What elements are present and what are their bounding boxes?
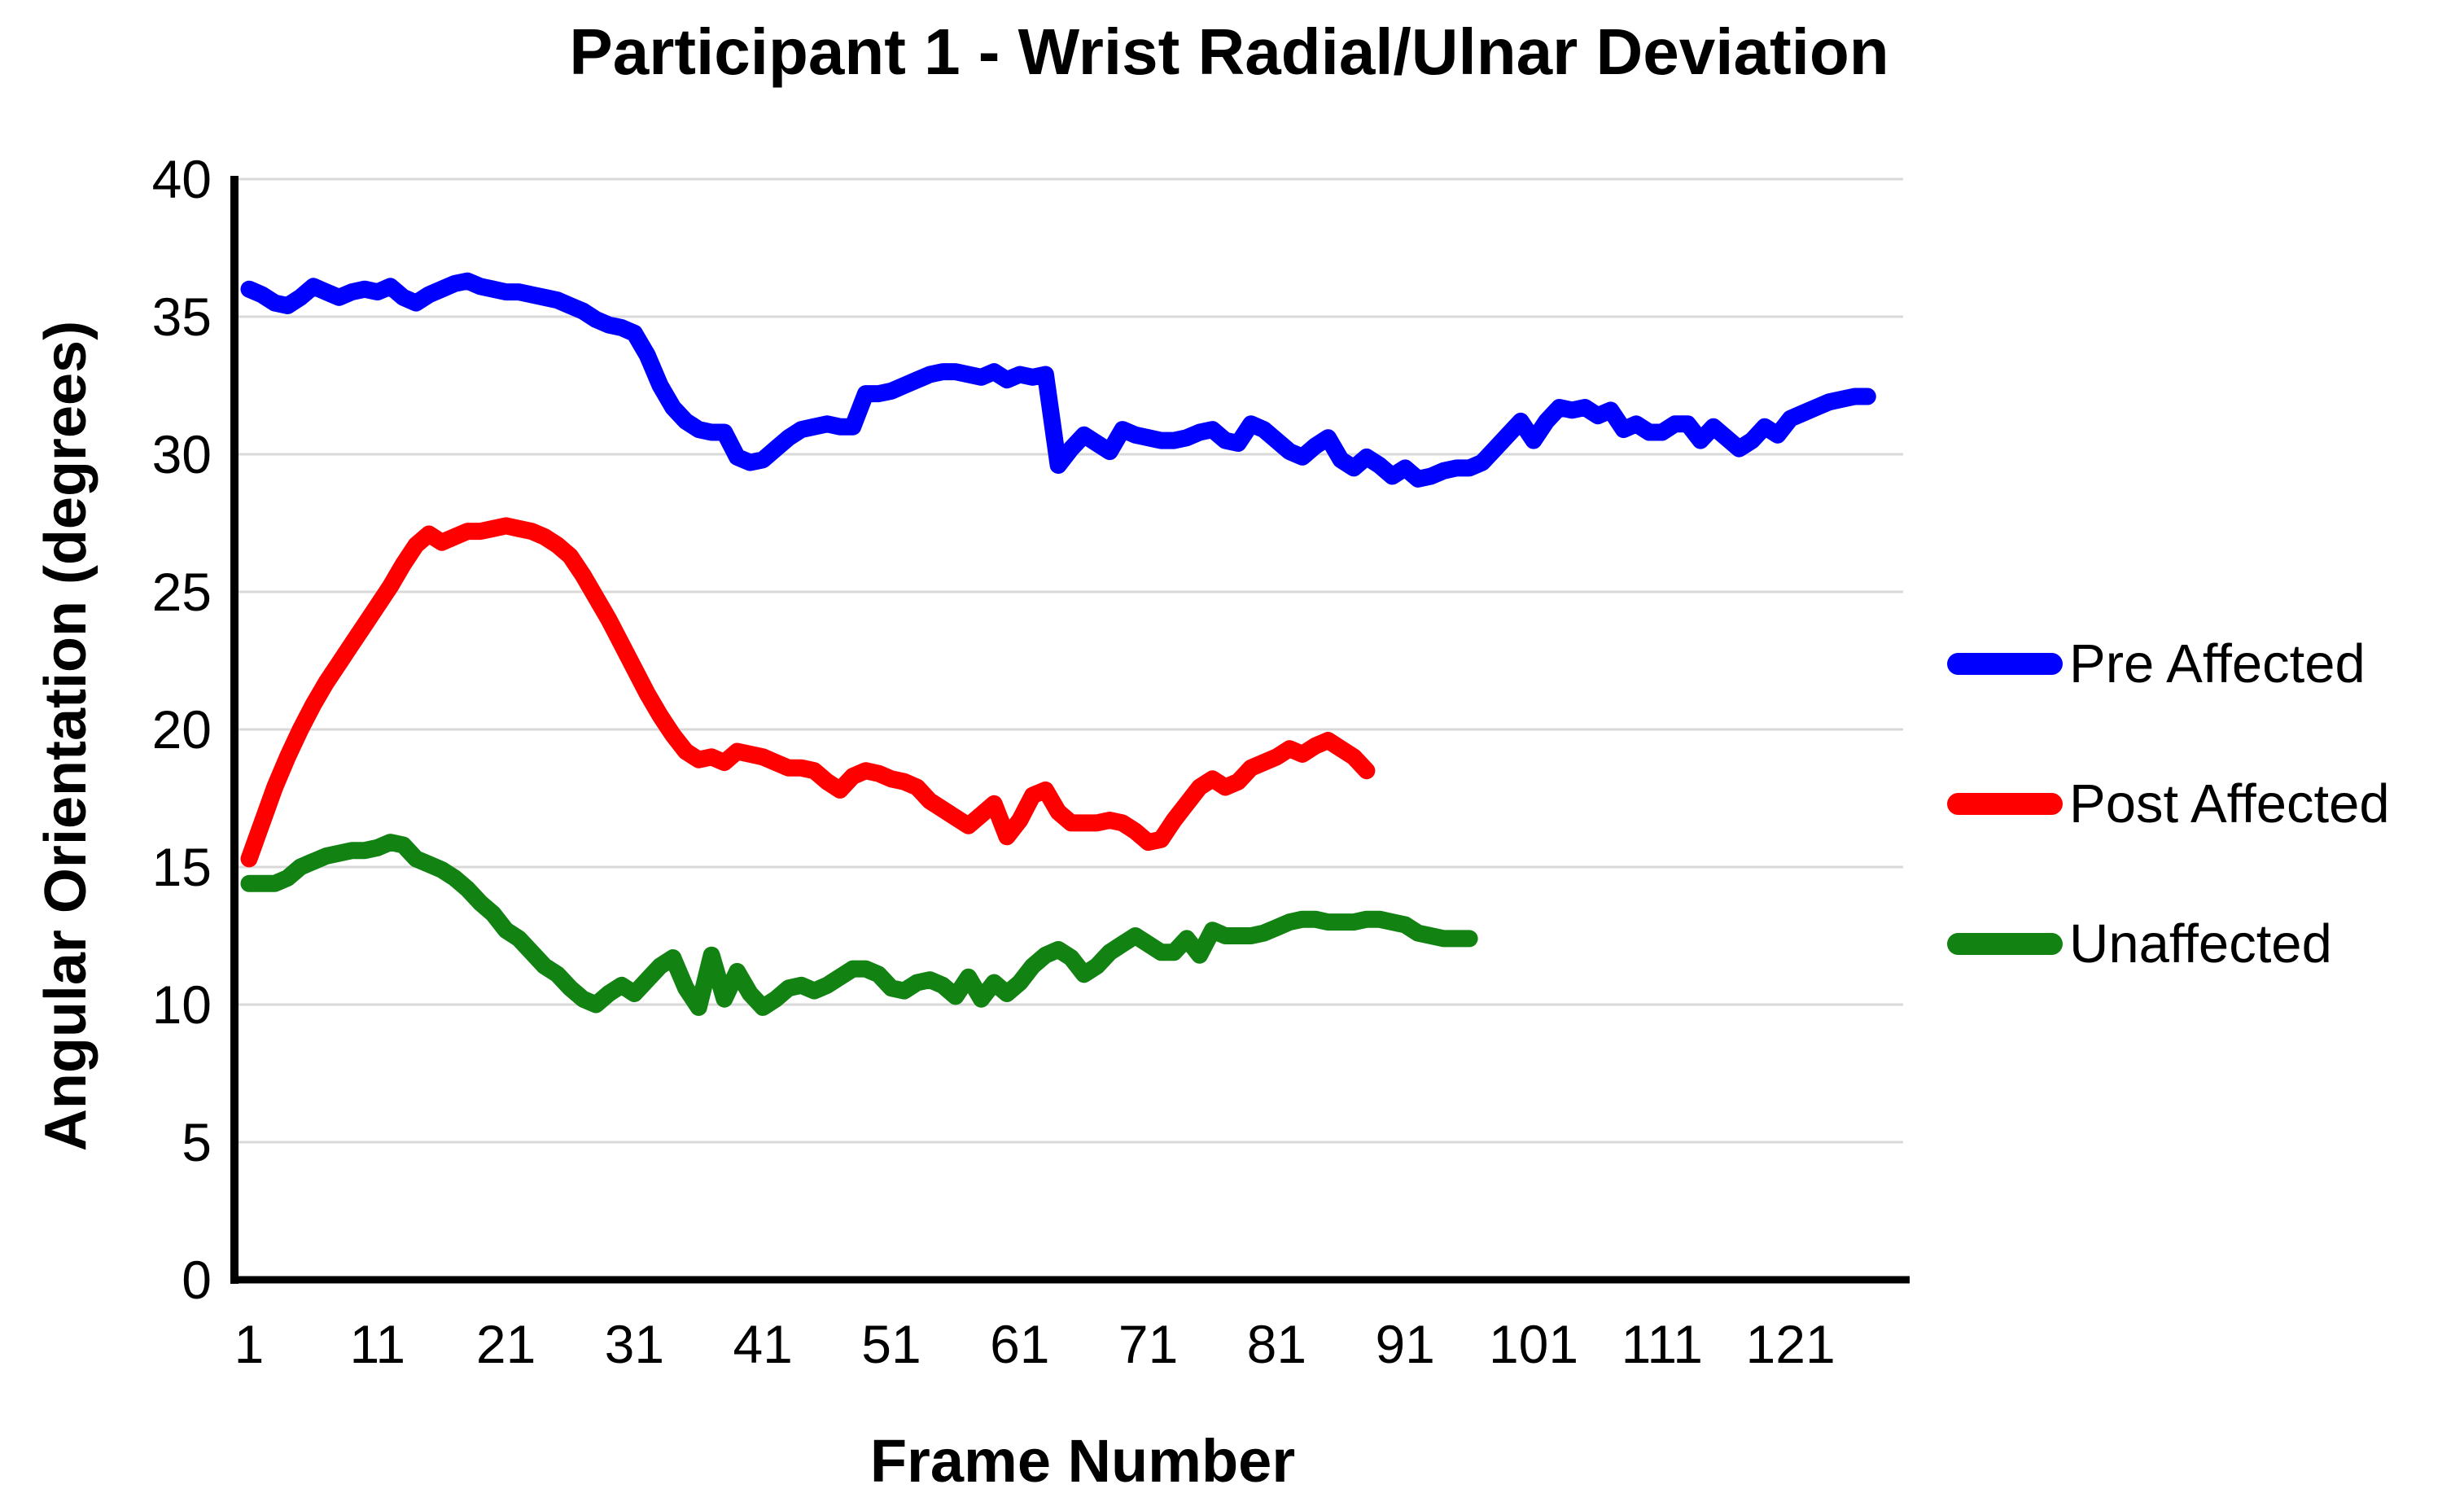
legend-label: Pre Affected bbox=[2069, 633, 2366, 694]
legend-label: Post Affected bbox=[2069, 773, 2390, 834]
y-tick-label: 25 bbox=[151, 562, 212, 622]
legend-item-post-affected: Post Affected bbox=[1947, 771, 2390, 836]
x-tick-label: 31 bbox=[604, 1314, 665, 1374]
legend-item-pre-affected: Pre Affected bbox=[1947, 631, 2366, 696]
y-tick-label: 10 bbox=[151, 974, 212, 1035]
series-line-post-affected bbox=[240, 517, 1376, 868]
x-tick-label: 111 bbox=[1621, 1314, 1703, 1374]
x-tick-label: 1 bbox=[234, 1314, 265, 1374]
y-tick-label: 5 bbox=[182, 1112, 212, 1172]
x-tick-label: 21 bbox=[475, 1314, 536, 1374]
x-tick-label: 51 bbox=[861, 1314, 921, 1374]
legend-item-unaffected: Unaffected bbox=[1947, 911, 2332, 976]
legend-swatch-post-affected-line bbox=[1947, 792, 2063, 815]
y-tick-label: 15 bbox=[151, 837, 212, 897]
x-tick-label: 91 bbox=[1375, 1314, 1435, 1374]
legend-swatch-pre-affected-line bbox=[1947, 652, 2063, 675]
x-tick-label: 71 bbox=[1118, 1314, 1179, 1374]
y-tick-label: 0 bbox=[182, 1250, 212, 1310]
x-tick-label: 121 bbox=[1745, 1314, 1836, 1374]
y-tick-label: 40 bbox=[151, 149, 212, 209]
x-tick-label: 61 bbox=[990, 1314, 1050, 1374]
chart-title: Participant 1 - Wrist Radial/Ulnar Devia… bbox=[569, 15, 1889, 88]
x-axis-title: Frame Number bbox=[869, 1427, 1296, 1495]
y-tick-label: 30 bbox=[151, 424, 212, 484]
y-tick-label: 35 bbox=[151, 287, 212, 347]
x-tick-label: 41 bbox=[733, 1314, 793, 1374]
legend-swatch-unaffected-line bbox=[1947, 932, 2063, 955]
series-line-pre-affected bbox=[240, 272, 1876, 488]
x-tick-label: 101 bbox=[1488, 1314, 1579, 1374]
y-tick-label: 20 bbox=[151, 699, 212, 760]
x-tick-label: 81 bbox=[1246, 1314, 1307, 1374]
series-line-unaffected bbox=[240, 834, 1478, 1016]
legend-label: Unaffected bbox=[2069, 913, 2332, 974]
x-tick-label: 11 bbox=[349, 1314, 406, 1374]
